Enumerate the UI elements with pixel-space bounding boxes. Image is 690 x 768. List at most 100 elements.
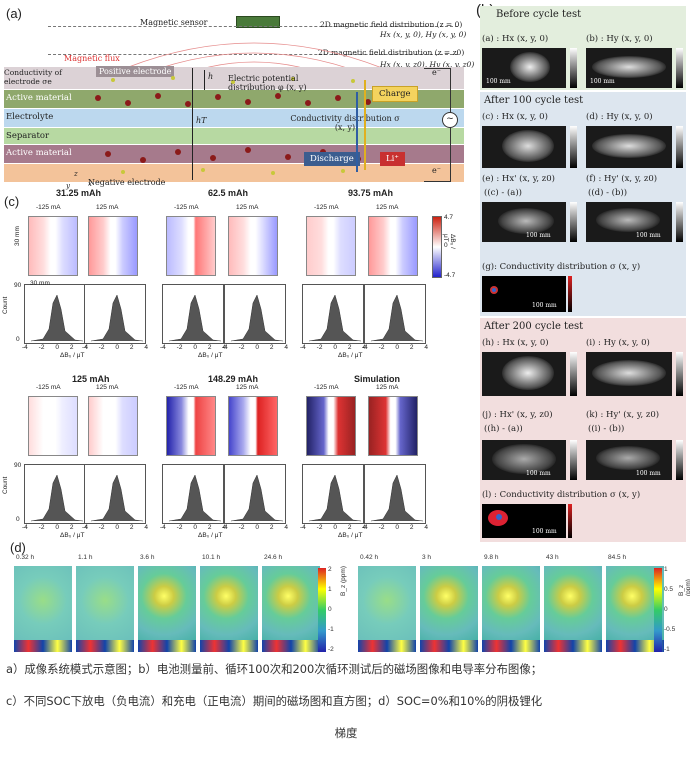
time-label: 1.1 h [78,554,93,561]
time-label: 9.8 h [484,554,499,561]
after-100-title: After 100 cycle test [484,95,584,106]
magnetic-field-map [166,396,216,456]
histogram-ticks: -4 -2 0 2 4 [362,344,428,351]
title-62-5: 62.5 mAh [208,188,249,198]
magnetic-flux-label: Magnetic flux [64,54,120,63]
before-cycle-title: Before cycle test [496,9,582,20]
histogram-ticks: -4 -2 0 2 4 [160,344,226,351]
image-g: 100 mm [482,276,566,312]
count-label: Count [2,296,9,314]
histogram [302,284,364,344]
caption-line-2: c）不同SOC下放电（负电流）和充电（正电流）期间的磁场图和直方图；d）SOC=… [6,694,543,708]
panel-c-maps: (c) 31.25 mAh 62.5 mAh 93.75 mAh 125 mAh… [0,186,478,539]
histogram-ticks: -4 -2 0 2 4 [362,524,428,531]
negative-electrode-layer [4,164,464,182]
image-k: 100 mm [586,440,672,480]
current-pos-label: 125 mA [376,204,399,211]
current-pos-label: 125 mA [236,204,259,211]
magnetic-field-map [368,396,418,456]
label-k: (k) : Hy' (x, y, z0) [586,410,660,420]
time-label: 3 h [422,554,432,561]
field-z0-label: 2D magnetic field distribution (z = 0) [320,20,463,29]
discharge-box: Discharge [304,152,360,166]
count-label: Count [2,476,9,494]
positive-electrode-label: Positive electrode [96,66,175,77]
colorbar-l [568,504,572,538]
electron-label-top: e⁻ [432,68,441,77]
magnetic-field-map [306,216,356,276]
magnetic-field-map [228,216,278,276]
histogram [84,464,146,524]
label-i: (i) : Hy (x, y, 0) [586,338,650,348]
label-k-sub: ((i) - (b)) [588,424,625,434]
histogram-xlabel: ΔB₀ / μT [198,532,223,539]
panel-b-images: (b) Before cycle test (a) : Hx (x, y, 0)… [476,2,686,542]
current-neg-label: -125 mA [36,384,61,391]
image-b: 100 mm [586,48,672,88]
label-l: (l) : Conductivity distribution σ (x, y) [482,490,641,500]
charge-box: Charge [372,86,418,102]
label-e: (e) : Hx' (x, y, z0) [482,174,555,184]
colorbar-tick: 0 [664,606,668,613]
colorbar-tick: -0.5 [664,626,676,633]
axis-z-label: z [74,170,78,178]
label-e-sub: ((c) - (a)) [484,188,523,198]
current-neg-label: -125 mA [314,384,339,391]
magnetic-field-map [28,396,78,456]
count-zero: 0 [16,336,20,343]
colorbar-tick: -1 [664,646,670,653]
colorbar-tick: -2 [328,646,334,653]
electron-label-bottom: e⁻ [432,166,441,175]
colorbar-tick: 1 [328,586,332,593]
current-pos-label: 125 mA [236,384,259,391]
upper-active-material-label: Active material [6,93,72,103]
colorbar-g [568,276,572,312]
colorbar-tick: -1 [328,626,334,633]
magnetic-field-map [368,216,418,276]
separator-layer [4,128,464,144]
after-100-section: After 100 cycle test (c) : Hx (x, y, 0) … [480,92,686,316]
cbar-max: 4.7 [444,214,454,221]
histogram [24,284,86,344]
axis-y-label: y [66,182,70,190]
field-zz0-equation: Hx (x, y, z0), Hy (x, y, z0) [380,60,475,69]
panel-d-maps: (d) 0.32 h 1.1 h 3.6 h 10.1 h 24.6 h 0.42 h 3 … [0,540,690,660]
conductivity-electrode-label: Conductivity of electrode σe [4,68,62,86]
time-label: 0.42 h [360,554,379,561]
upper-active-material-layer [4,90,464,108]
lithiation-map [358,566,416,652]
current-pos-label: 125 mA [96,204,119,211]
lithiation-map [544,566,602,652]
z0-plane-line [48,54,458,55]
magnetic-field-map [166,216,216,276]
negative-electrode-label: Negative electrode [88,178,166,187]
histogram [224,284,286,344]
histogram-ticks: -4 -2 0 2 4 [300,524,366,531]
colorbar-tick: 0 [328,606,332,613]
dim-vertical: 30 mm [14,226,21,246]
current-neg-label: -125 mA [174,384,199,391]
caption-line-3: 梯度 [334,726,358,740]
image-e: 100 mm [482,202,566,242]
charge-path-arrow [364,80,366,170]
histogram-xlabel: ΔB₀ / μT [60,532,85,539]
lithiation-map [200,566,258,652]
time-label: 10.1 h [202,554,221,561]
time-label: 43 h [546,554,559,561]
histogram-xlabel: ΔB₀ / μT [198,352,223,359]
potential-label: Electric potential distribution φ (x, y) [228,74,307,92]
li-ion-box: Li⁺ [380,152,405,166]
h-label: h [208,72,214,81]
time-label: 84.5 h [608,554,627,561]
ion-path-arrow [356,92,358,172]
histogram [224,464,286,524]
image-j: 100 mm [482,440,566,480]
time-label: 3.6 h [140,554,155,561]
time-label: 24.6 h [264,554,283,561]
label-c: (c) : Hx (x, y, 0) [482,112,548,122]
title-93-75: 93.75 mAh [348,188,394,198]
ht-arrow [192,68,193,180]
image-a: 100 mm [482,48,566,88]
separator-label: Separator [6,131,50,141]
ac-source-icon: ~ [442,112,458,128]
